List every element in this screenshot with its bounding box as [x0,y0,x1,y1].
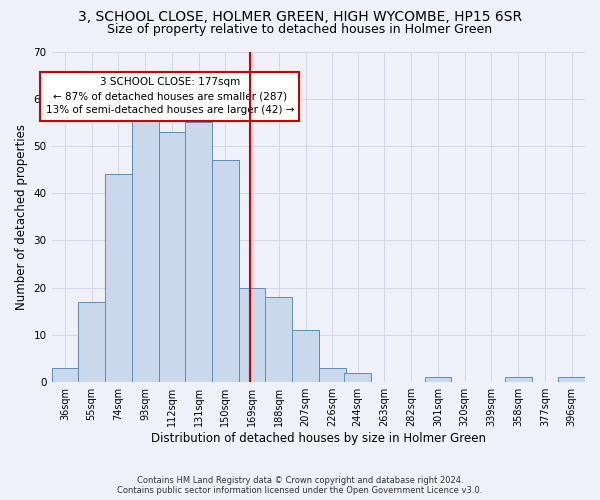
Bar [212,160,239,382]
Bar [425,378,451,382]
Bar [52,368,78,382]
Bar [78,302,105,382]
Bar [158,132,185,382]
Bar [292,330,319,382]
Text: Contains HM Land Registry data © Crown copyright and database right 2024.
Contai: Contains HM Land Registry data © Crown c… [118,476,482,495]
Text: 3 SCHOOL CLOSE: 177sqm
← 87% of detached houses are smaller (287)
13% of semi-de: 3 SCHOOL CLOSE: 177sqm ← 87% of detached… [46,78,294,116]
Text: 3, SCHOOL CLOSE, HOLMER GREEN, HIGH WYCOMBE, HP15 6SR: 3, SCHOOL CLOSE, HOLMER GREEN, HIGH WYCO… [78,10,522,24]
Bar [239,288,265,382]
Text: Size of property relative to detached houses in Holmer Green: Size of property relative to detached ho… [107,22,493,36]
Bar [558,378,585,382]
Bar [105,174,132,382]
Bar [505,378,532,382]
Bar [319,368,346,382]
Y-axis label: Number of detached properties: Number of detached properties [15,124,28,310]
Bar [344,373,371,382]
Bar [132,113,158,382]
X-axis label: Distribution of detached houses by size in Holmer Green: Distribution of detached houses by size … [151,432,486,445]
Bar [265,297,292,382]
Bar [185,122,212,382]
